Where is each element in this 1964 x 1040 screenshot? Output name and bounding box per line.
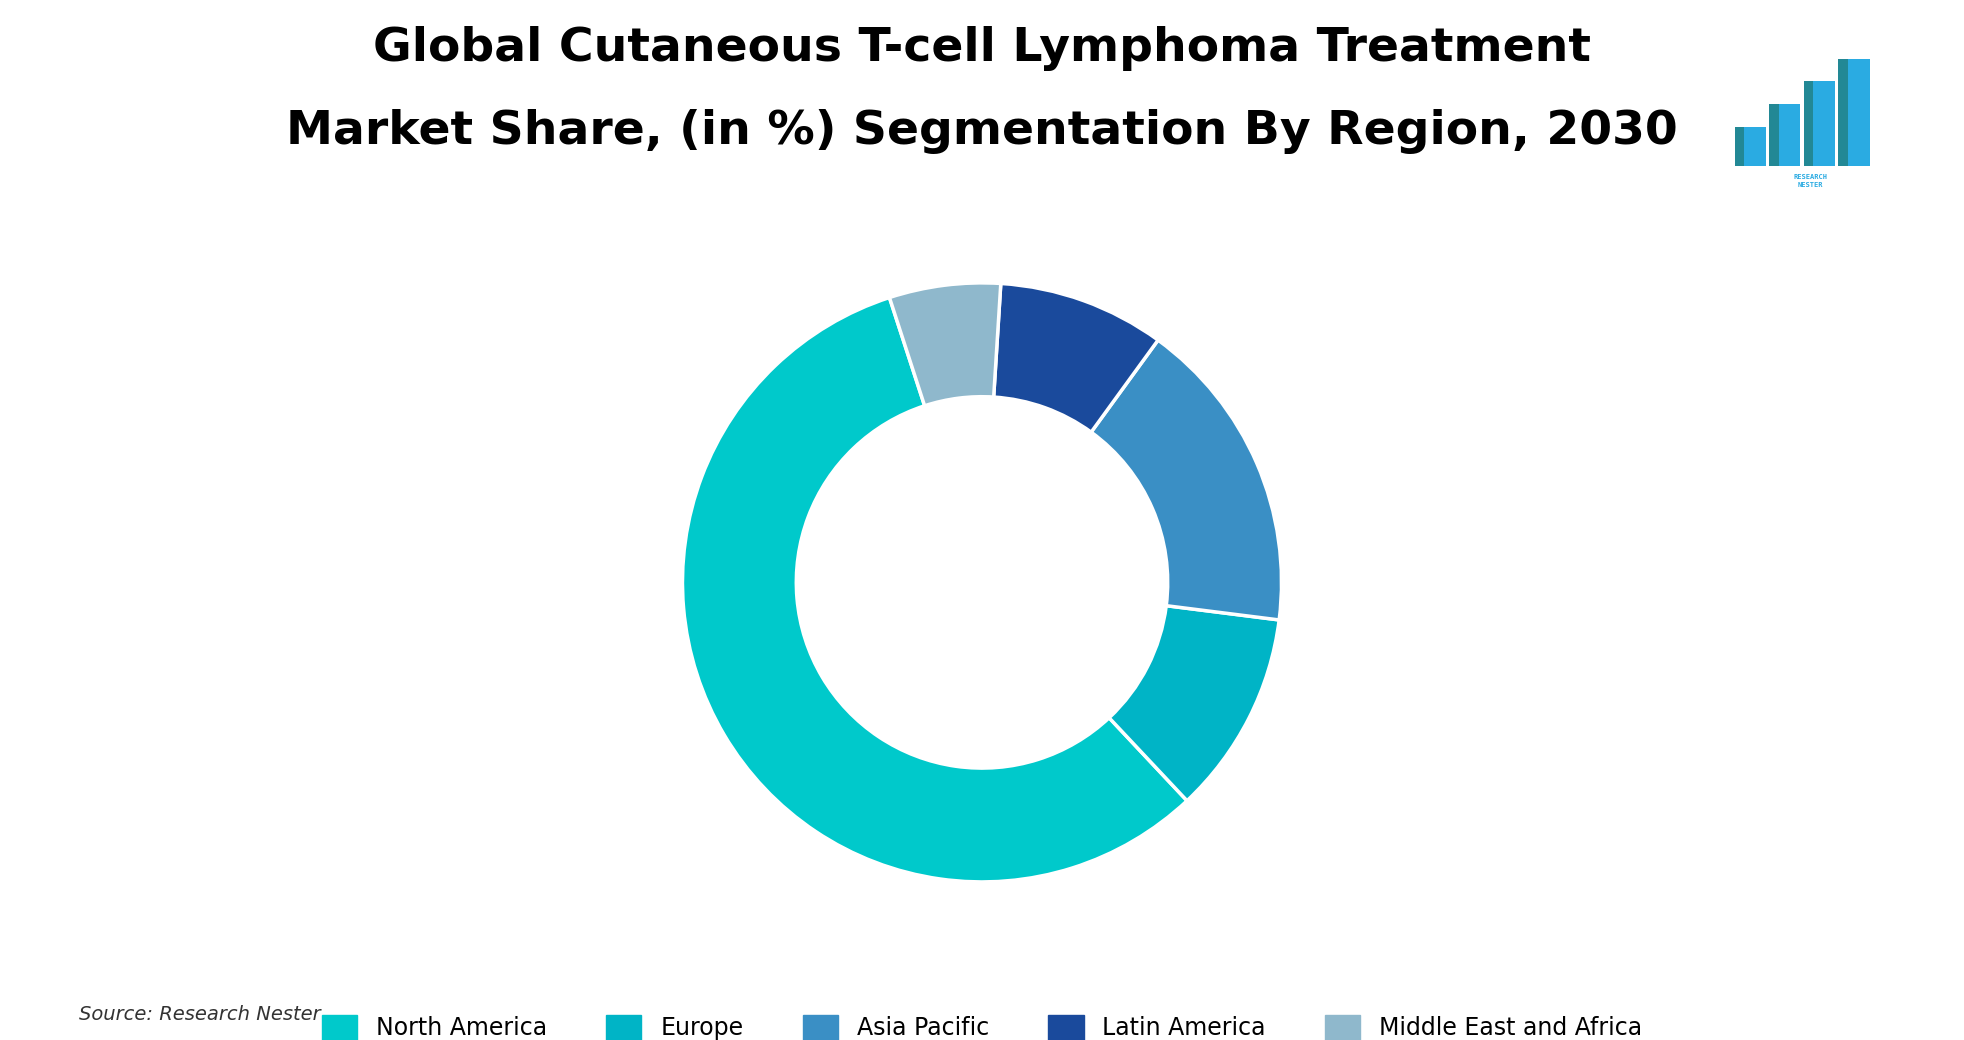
Wedge shape <box>890 283 1002 406</box>
Bar <box>1838 59 1848 166</box>
Wedge shape <box>994 284 1159 433</box>
Text: Global Cutaneous T-cell Lymphoma Treatment: Global Cutaneous T-cell Lymphoma Treatme… <box>373 26 1591 71</box>
Bar <box>1734 127 1744 166</box>
Text: Source: Research Nester: Source: Research Nester <box>79 1006 320 1024</box>
Bar <box>1734 127 1766 166</box>
Wedge shape <box>682 297 1186 882</box>
Bar <box>1803 81 1813 166</box>
Text: RESEARCH
NESTER: RESEARCH NESTER <box>1793 174 1828 188</box>
Text: Market Share, (in %) Segmentation By Region, 2030: Market Share, (in %) Segmentation By Reg… <box>287 109 1677 154</box>
Legend: North America, Europe, Asia Pacific, Latin America, Middle East and Africa: North America, Europe, Asia Pacific, Lat… <box>312 1006 1652 1040</box>
Wedge shape <box>1110 605 1279 801</box>
Bar <box>1770 104 1801 166</box>
Bar <box>1838 59 1870 166</box>
Bar <box>1770 104 1779 166</box>
Bar <box>1803 81 1834 166</box>
Wedge shape <box>1092 340 1282 620</box>
